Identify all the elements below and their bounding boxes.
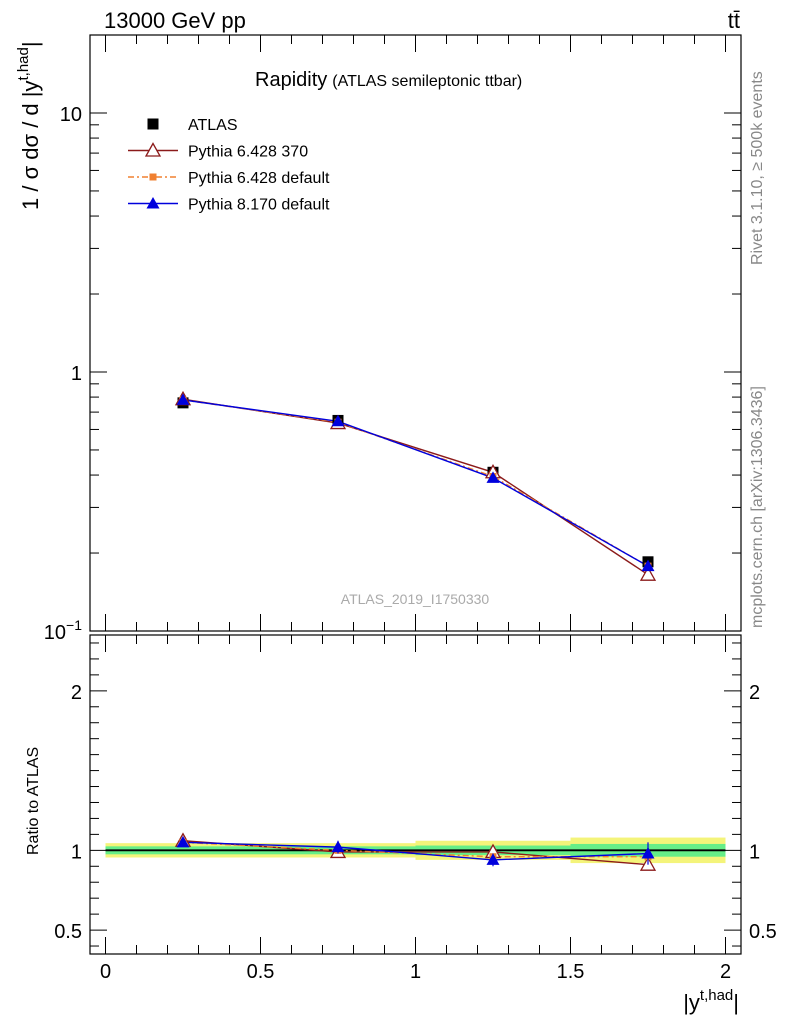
ratio-series-lines [182,840,649,866]
legend-entry-label: Pythia 8.170 default [188,197,330,214]
chart-title: Rapidity [255,69,327,91]
legend-entry-label: Pythia 6.428 370 [188,144,308,161]
main-y-axis-label: 1 / σ dσ / d |yt,had| [15,41,43,210]
x-axis-label-sup: t,had [700,987,733,1004]
ratio-panel: 2 2 1 1 0.5 0.5 0 0.5 1 1.5 2 Ratio to ATLAS |yt,… [25,634,777,1015]
legend-entry-label: Pythia 6.428 default [188,170,330,187]
main-data-point [331,414,345,427]
chart-subtitle: (ATLAS semileptonic ttbar) [332,73,522,90]
main-series-line [182,398,649,576]
main-series-lines [182,398,649,576]
ratio-data-point [176,835,190,848]
x-tick-label: 0 [100,961,111,983]
main-y-tick-label: 10 [60,104,82,126]
x-tick-label: 2 [720,961,731,983]
x-axis-label: |yt,had| [683,987,739,1015]
main-data-point [486,471,500,483]
x-tick-label: 1 [410,961,421,983]
ratio-y-tick-labels: 2 2 1 1 0.5 0.5 [54,682,777,943]
main-y-tick-label-base: 10 [60,104,82,126]
x-axis-label-base: |y [683,990,700,1015]
legend: ATLAS Pythia 6.428 370 Pythia 6.428 defaul… [128,117,330,214]
x-axis-label-close: | [733,990,739,1015]
ratio-data-point [331,840,345,853]
ratio-series-line [182,840,649,866]
ratio-data-point [641,847,655,859]
x-tick-label: 0.5 [247,961,275,983]
main-series-markers [174,390,657,581]
legend-marker [147,118,159,130]
rivet-label: Rivet 3.1.10, ≥ 500k events [749,71,766,265]
main-y-tick-label-base: 10 [44,622,66,644]
ratio-x-tick-labels: 0 0.5 1 1.5 2 [100,961,731,983]
x-tick-label: 1.5 [557,961,585,983]
ratio-y-tick-label-left: 0.5 [54,921,82,943]
main-axis-ticks [90,34,741,632]
ratio-y-tick-label-right: 2 [749,682,760,704]
main-y-tick-label-exp: −1 [66,617,82,633]
main-y-tick-label-base: 1 [71,363,82,385]
main-y-axis-label-sup: t,had [15,47,32,80]
process-label: tt̄ [728,8,740,33]
ratio-series-line [182,841,649,861]
main-data-point [176,393,190,405]
ratio-y-tick-label-left: 1 [71,841,82,863]
main-y-tick-label: 10−1 [44,617,82,644]
legend-marker [149,173,157,181]
ratio-y-tick-label-right: 1 [749,841,760,863]
ratio-y-tick-label-left: 2 [71,682,82,704]
svg-text:1 / σ dσ / d |yt,had|: 1 / σ dσ / d |yt,had| [15,41,43,210]
main-series-line [182,399,649,567]
analysis-watermark: ATLAS_2019_I1750330 [341,591,490,607]
ratio-axis-ticks [90,635,741,954]
ratio-series-markers [174,832,657,871]
legend-marker [144,142,162,157]
main-series-line [182,399,649,567]
ratio-frame [89,634,742,955]
main-data-point [641,559,655,572]
main-data-point [639,566,657,581]
ratio-data-point [486,853,500,865]
main-y-tick-label: 1 [71,363,82,385]
main-y-axis-label-base: 1 / σ dσ / d |y [18,81,43,210]
energy-label: 13000 GeV pp [104,8,246,33]
main-y-axis-label-close: | [18,41,43,47]
ratio-y-tick-label-right: 0.5 [749,921,777,943]
mcplots-label: mcplots.cern.ch [arXiv:1306.3436] [749,386,766,628]
ratio-y-axis-label: Ratio to ATLAS [25,747,42,855]
legend-entry-label: ATLAS [188,117,238,134]
legend-marker [146,197,160,209]
